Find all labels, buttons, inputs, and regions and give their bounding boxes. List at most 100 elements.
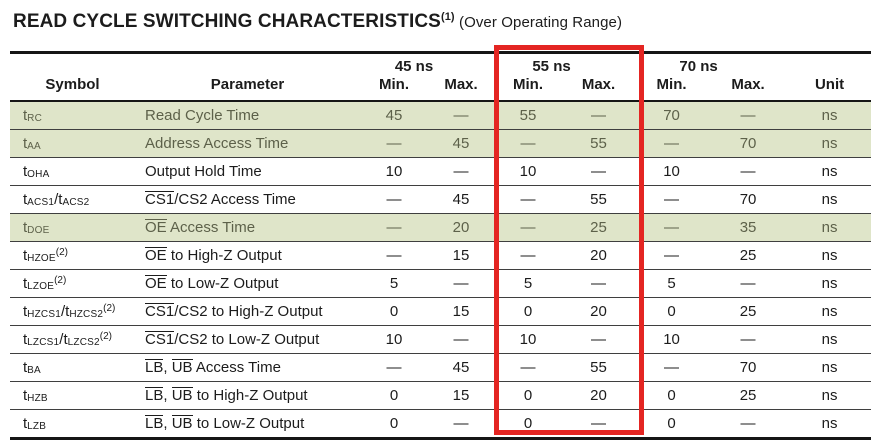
value-cell: — [635, 353, 709, 382]
symbol-cell: tBA [10, 353, 135, 382]
value-cell: — [360, 353, 428, 382]
value-cell: — [428, 100, 495, 130]
value-cell: — [635, 213, 709, 242]
value-cell: 45 [428, 185, 495, 214]
header-spacer [10, 53, 135, 76]
value-cell: 35 [708, 213, 789, 242]
value-cell: 45 [360, 100, 428, 130]
header-spacer [788, 53, 871, 76]
value-cell: — [360, 129, 428, 158]
min-header-45ns: Min. [360, 75, 428, 102]
value-cell: 25 [562, 213, 636, 242]
header-spacer [135, 53, 360, 76]
symbol-cell: tLZB [10, 409, 135, 439]
title-suffix: (Over Operating Range) [455, 14, 622, 31]
parameter-cell: CS1/CS2 to High-Z Output [135, 297, 360, 326]
value-cell: — [562, 325, 636, 354]
value-cell: — [635, 129, 709, 158]
parameter-cell: Output Hold Time [135, 157, 360, 186]
table-row: tHZB LB, UB to High-Z Output 0 15 0 20 0 25 ns [10, 381, 872, 410]
value-cell: 0 [635, 409, 709, 439]
symbol-cell: tACS1/tACS2 [10, 185, 135, 214]
value-cell: — [428, 269, 495, 298]
value-cell: 70 [708, 129, 789, 158]
value-cell: — [635, 185, 709, 214]
parameter-cell: Address Access Time [135, 129, 360, 158]
column-header-row: Symbol Parameter Min. Max. Min. Max. Min… [10, 75, 872, 102]
parameter-cell: OE Access Time [135, 213, 360, 242]
unit-cell: ns [788, 185, 872, 214]
value-cell: — [360, 241, 428, 270]
unit-cell: ns [788, 213, 872, 242]
value-cell: 20 [428, 213, 495, 242]
parameter-cell: CS1/CS2 Access Time [135, 185, 360, 214]
value-cell: — [494, 213, 563, 242]
value-cell: 20 [562, 241, 636, 270]
table-row: tLZOE(2) OE to Low-Z Output 5—5—5— ns [10, 269, 872, 298]
value-cell: 5 [494, 269, 563, 298]
value-cell: — [360, 213, 428, 242]
unit-cell: ns [788, 269, 872, 298]
unit-cell: ns [788, 241, 872, 270]
value-cell: 55 [494, 100, 563, 130]
speed-header-row: 45 ns 55 ns 70 ns [10, 53, 871, 76]
parameter-cell: OE to Low-Z Output [135, 269, 360, 298]
symbol-cell: tRC [10, 100, 135, 130]
table-row: tLZCS1/tLZCS2(2) CS1/CS2 to Low-Z Output 1… [10, 325, 872, 354]
switching-characteristics-table: 45 ns 55 ns 70 ns Symbol Parameter Min. … [10, 51, 872, 440]
value-cell: 70 [635, 100, 709, 130]
page-title: READ CYCLE SWITCHING CHARACTERISTICS(1) … [13, 11, 622, 33]
value-cell: 0 [360, 409, 428, 439]
value-cell: 0 [360, 381, 428, 410]
value-cell: — [708, 157, 789, 186]
parameter-cell: Read Cycle Time [135, 100, 360, 130]
table-row: tLZB LB, UB to Low-Z Output 0—0—0— ns [10, 409, 872, 439]
symbol-cell: tOHA [10, 157, 135, 186]
table-row: tDOE OE Access Time —20—25—35 ns [10, 213, 872, 242]
value-cell: — [494, 185, 563, 214]
value-cell: — [428, 157, 495, 186]
table-body: tRC Read Cycle Time 45—55—70— ns tAA Address … [10, 100, 872, 439]
symbol-cell: tLZOE(2) [10, 269, 135, 298]
max-header-55ns: Max. [562, 75, 636, 102]
value-cell: 25 [708, 297, 789, 326]
value-cell: — [360, 185, 428, 214]
table-row: tACS1/tACS2 CS1/CS2 Access Time —45—55—70 n… [10, 185, 872, 214]
min-header-55ns: Min. [494, 75, 563, 102]
value-cell: — [562, 269, 636, 298]
table-row: tBA LB, UB Access Time —45—55—70 ns [10, 353, 872, 382]
value-cell: — [428, 409, 495, 439]
symbol-cell: tLZCS1/tLZCS2(2) [10, 325, 135, 354]
symbol-cell: tDOE [10, 213, 135, 242]
parameter-header: Parameter [135, 75, 360, 102]
symbol-header: Symbol [10, 75, 135, 102]
unit-cell: ns [788, 157, 872, 186]
unit-cell: ns [788, 381, 872, 410]
title-footnote: (1) [440, 11, 455, 23]
value-cell: 10 [360, 157, 428, 186]
value-cell: — [708, 269, 789, 298]
value-cell: 20 [562, 297, 636, 326]
parameter-cell: CS1/CS2 to Low-Z Output [135, 325, 360, 354]
table-row: tHZCS1/tHZCS2(2) CS1/CS2 to High-Z Output… [10, 297, 872, 326]
unit-cell: ns [788, 409, 872, 439]
value-cell: 15 [428, 241, 495, 270]
value-cell: 0 [494, 297, 563, 326]
symbol-cell: tHZOE(2) [10, 241, 135, 270]
value-cell: — [562, 100, 636, 130]
value-cell: 5 [360, 269, 428, 298]
value-cell: 20 [562, 381, 636, 410]
table-row: tAA Address Access Time —45—55—70 ns [10, 129, 872, 158]
max-header-70ns: Max. [708, 75, 789, 102]
value-cell: 25 [708, 381, 789, 410]
value-cell: 15 [428, 297, 495, 326]
value-cell: 15 [428, 381, 495, 410]
value-cell: 25 [708, 241, 789, 270]
parameter-cell: LB, UB to Low-Z Output [135, 409, 360, 439]
value-cell: 70 [708, 185, 789, 214]
table-row: tOHA Output Hold Time 10—10—10— ns [10, 157, 872, 186]
symbol-cell: tHZCS1/tHZCS2(2) [10, 297, 135, 326]
speed-header-70ns: 70 ns [679, 58, 718, 75]
unit-cell: ns [788, 325, 872, 354]
parameter-cell: OE to High-Z Output [135, 241, 360, 270]
